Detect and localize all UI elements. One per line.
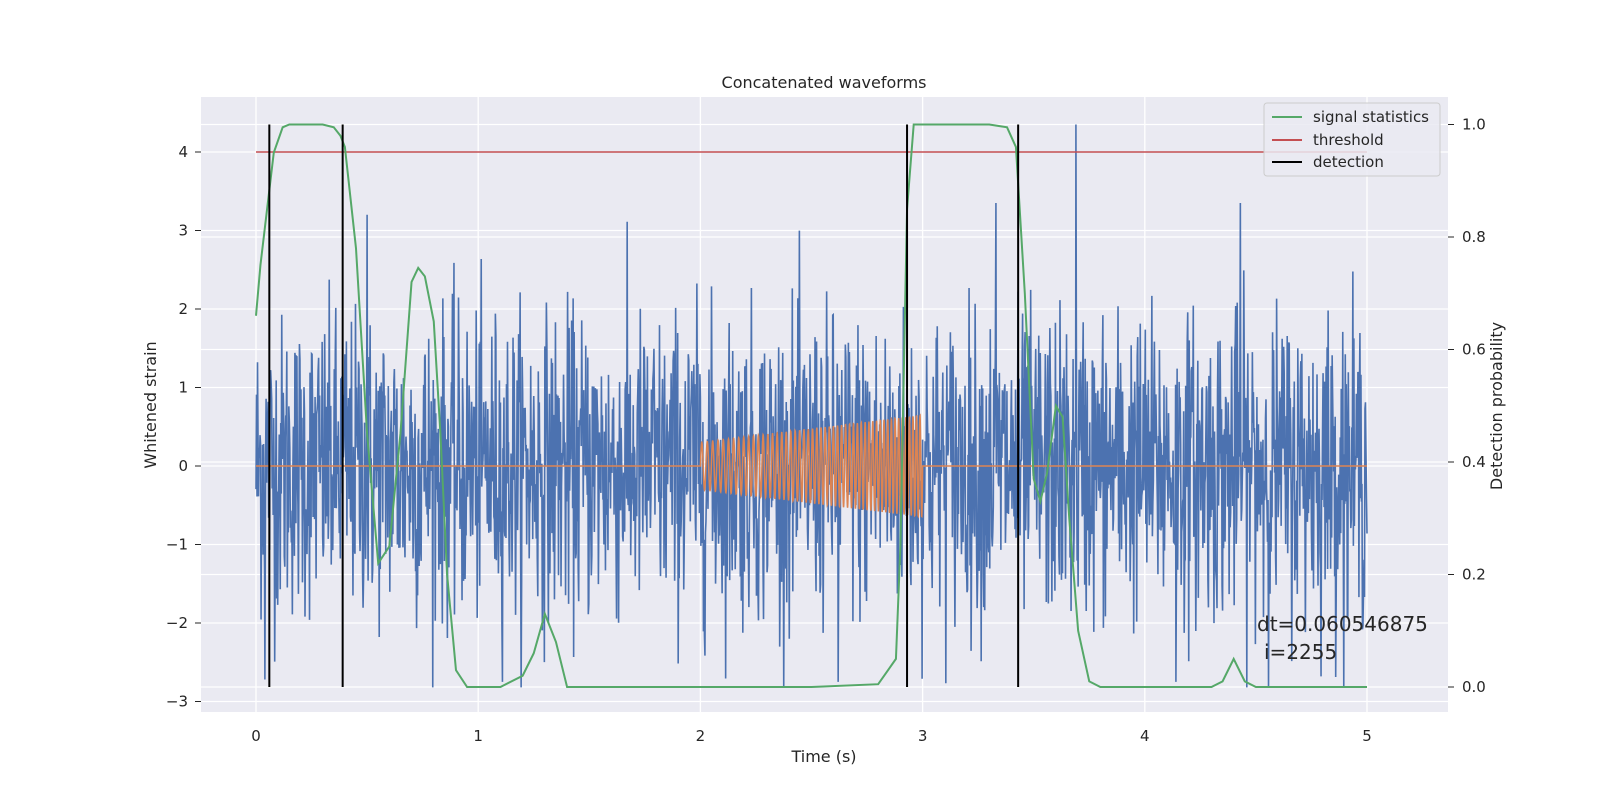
y2-tick-label: 0.6 [1462,341,1486,359]
legend-box [1263,102,1441,177]
y-tick-label: 4 [178,143,188,161]
x-tick-label: 0 [251,727,261,745]
y2-tick-label: 1.0 [1462,116,1486,134]
y-tick-label: 3 [178,222,188,240]
x-tick-label: 1 [473,727,483,745]
y2-tick-label: 0.2 [1462,566,1486,584]
x-tick-label: 5 [1362,727,1372,745]
x-tick-label: 2 [696,727,706,745]
y-tick-label: −2 [166,614,188,632]
y2-tick-label: 0.4 [1462,453,1486,471]
y-tick-label: 0 [178,457,188,475]
y-tick-label: −1 [166,536,188,554]
signal-statistics-line [255,123,1367,688]
chart-title: Concatenated waveforms [722,73,927,92]
y-tick-label: 2 [178,300,188,318]
y2-axis-label: Detection probability [1487,322,1506,490]
annotation-dt: dt=0.060546875 [1257,612,1428,636]
y-axis-ticks: −3 −2 −1 0 1 2 3 4 [166,143,201,711]
x-tick-label: 4 [1140,727,1150,745]
legend: signal statistics threshold detection [1263,102,1441,177]
legend-label-signal-statistics: signal statistics [1313,108,1429,126]
y2-tick-label: 0.0 [1462,678,1486,696]
y-tick-label: −3 [166,693,188,711]
y2-tick-label: 0.8 [1462,228,1486,246]
injected-signal-series [256,413,1367,519]
legend-label-detection: detection [1313,153,1384,171]
y-tick-label: 1 [178,379,188,397]
y2-axis-ticks: 0.0 0.2 0.4 0.6 0.8 1.0 [1448,116,1486,696]
y-axis-label: Whitened strain [141,341,160,468]
x-tick-label: 3 [918,727,928,745]
x-axis-label: Time (s) [790,747,856,766]
x-axis-ticks: 0 1 2 3 4 5 [251,727,1372,745]
annotation-index: i=2255 [1264,640,1337,664]
detection-lines [268,124,1020,687]
legend-label-threshold: threshold [1313,131,1384,149]
